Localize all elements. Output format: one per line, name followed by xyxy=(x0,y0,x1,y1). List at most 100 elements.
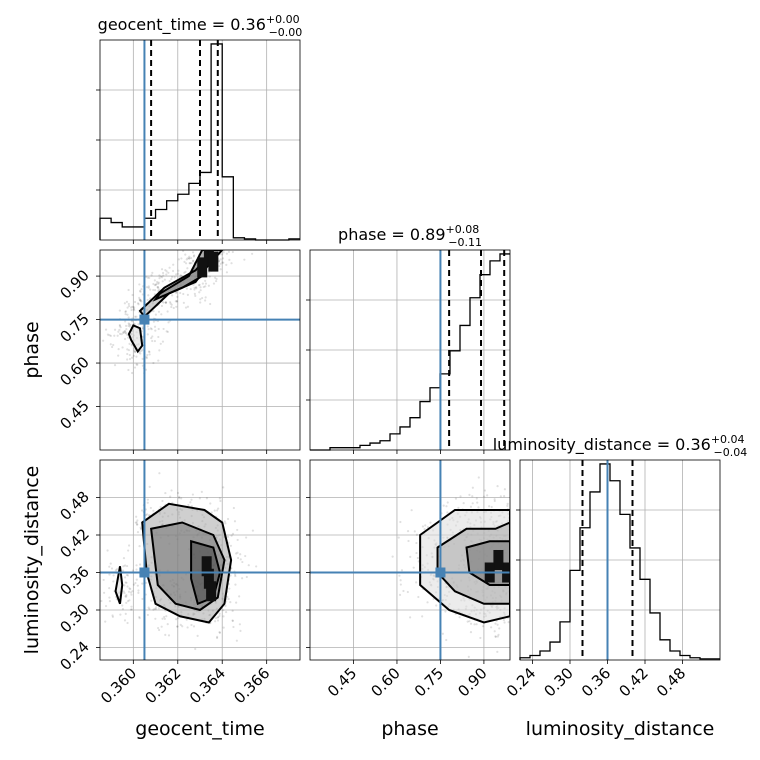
sample-point xyxy=(197,284,201,287)
sample-point xyxy=(515,571,517,573)
sample-point xyxy=(239,553,242,556)
x-tick-label: 0.90 xyxy=(454,664,490,700)
sample-point xyxy=(132,305,135,309)
sample-point xyxy=(462,502,465,505)
sample-point xyxy=(167,271,170,274)
sample-point xyxy=(124,581,127,584)
sample-point xyxy=(188,257,191,260)
sample-point xyxy=(178,497,181,500)
sample-point xyxy=(147,350,151,353)
sample-point xyxy=(164,269,167,272)
sample-point xyxy=(176,625,179,628)
x-axis-geocent_time: 0.360 0.362 0.364 0.366 geocent_time xyxy=(97,664,273,740)
sample-point xyxy=(398,593,402,596)
sample-point xyxy=(182,234,184,236)
sample-point xyxy=(510,594,512,596)
x-tick-label: 0.36 xyxy=(578,664,614,700)
sample-point xyxy=(402,589,405,593)
sample-point xyxy=(239,558,242,561)
sample-point xyxy=(236,528,239,532)
sample-point xyxy=(108,599,112,603)
sample-point xyxy=(224,241,226,243)
sample-point xyxy=(475,623,478,626)
sample-point xyxy=(233,573,237,576)
sample-point xyxy=(193,254,196,257)
sample-point xyxy=(163,615,166,619)
sample-point xyxy=(170,303,173,306)
sample-point xyxy=(204,279,207,282)
sample-point xyxy=(123,584,126,587)
sample-point xyxy=(228,258,231,261)
x-tick-label: 0.42 xyxy=(615,664,651,700)
sample-point xyxy=(164,301,168,304)
sample-point xyxy=(127,549,130,552)
sample-point xyxy=(515,547,517,549)
sample-point xyxy=(154,289,157,292)
hist-panel-luminosity_distance: luminosity_distance = 0.36+0.04 −0.04 xyxy=(493,433,747,664)
sample-point xyxy=(111,345,114,349)
truth-marker xyxy=(139,314,150,325)
sample-point xyxy=(124,612,127,615)
sample-point xyxy=(513,610,515,612)
panel-title-geocent_time: geocent_time = 0.36+0.00 −0.00 xyxy=(98,13,303,39)
sample-point xyxy=(512,592,514,594)
sample-point xyxy=(124,310,127,313)
sample-point xyxy=(156,285,159,289)
sample-point xyxy=(446,511,449,514)
sample-point xyxy=(113,328,117,331)
sample-point xyxy=(190,498,193,501)
sample-point xyxy=(139,299,142,302)
sample-point xyxy=(112,574,115,577)
sample-point xyxy=(241,577,244,580)
histogram-luminosity_distance xyxy=(519,463,720,660)
sample-point xyxy=(141,327,144,330)
sample-point xyxy=(135,515,138,518)
sample-point xyxy=(413,530,416,533)
sample-point xyxy=(503,488,506,491)
sample-point xyxy=(400,569,404,572)
sample-point xyxy=(192,255,195,258)
sample-point xyxy=(457,506,460,509)
sample-point xyxy=(121,607,125,611)
sample-point xyxy=(499,495,502,498)
sample-point xyxy=(216,616,219,619)
sample-point xyxy=(513,497,515,499)
sample-point xyxy=(521,612,523,614)
sample-point xyxy=(527,522,529,524)
sample-point xyxy=(494,622,497,625)
sample-point xyxy=(454,497,458,500)
sample-point xyxy=(145,355,148,359)
histogram-geocent_time xyxy=(99,43,300,241)
sample-point xyxy=(189,501,192,504)
sample-point xyxy=(137,303,140,306)
sample-point xyxy=(109,562,112,565)
sample-point xyxy=(147,606,150,609)
sample-point xyxy=(127,322,130,325)
sample-point xyxy=(521,532,523,534)
sample-point xyxy=(417,595,420,599)
sample-point xyxy=(232,506,235,510)
sample-point xyxy=(204,299,207,302)
sample-point xyxy=(162,274,165,277)
sample-point xyxy=(442,504,445,507)
sample-point xyxy=(118,332,122,335)
sample-point xyxy=(516,521,518,523)
sample-point xyxy=(182,292,185,296)
sample-point xyxy=(152,320,156,323)
sample-point xyxy=(153,293,156,296)
sample-point xyxy=(219,499,222,503)
sample-point xyxy=(157,335,160,339)
sample-point xyxy=(126,348,129,351)
sample-point xyxy=(224,604,227,608)
sample-point xyxy=(153,325,157,328)
sample-point xyxy=(196,246,198,248)
sample-point xyxy=(186,626,189,629)
sample-point xyxy=(222,615,225,618)
sample-point xyxy=(108,587,111,590)
sample-point xyxy=(116,334,119,337)
sample-point xyxy=(233,242,235,244)
sample-point xyxy=(515,516,517,518)
sample-point xyxy=(153,339,156,343)
sample-point xyxy=(125,573,128,577)
sample-point xyxy=(217,507,220,510)
